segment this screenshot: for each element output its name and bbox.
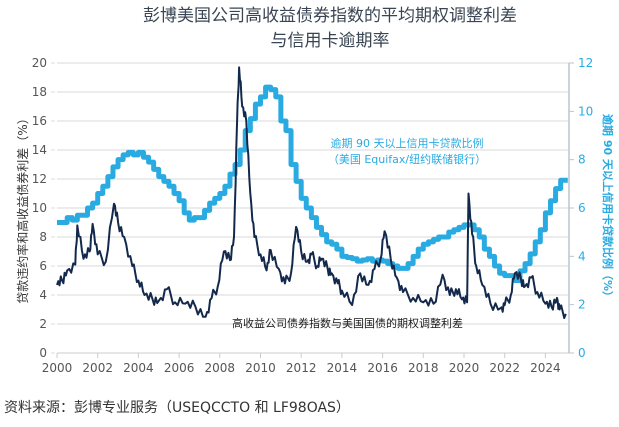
y-tick-label-right: 10 bbox=[578, 104, 593, 118]
y-tick-label-left: 4 bbox=[39, 288, 47, 302]
y-tick-label-left: 14 bbox=[32, 143, 47, 157]
x-tick-label: 2012 bbox=[286, 361, 317, 375]
x-tick-label: 2014 bbox=[327, 361, 358, 375]
y-tick-label-left: 12 bbox=[32, 172, 47, 186]
credit-card-delinquency-line bbox=[57, 84, 569, 283]
y-tick-label-right: 6 bbox=[578, 201, 586, 215]
y-tick-label-left: 2 bbox=[39, 317, 47, 331]
y-axis-label-left: 贷款违约率和高收益债券利差（%） bbox=[15, 112, 30, 303]
chart-title-line1: 彭博美国公司高收益债券指数的平均期权调整利差 bbox=[143, 6, 517, 26]
x-tick-label: 2024 bbox=[530, 361, 561, 375]
y-tick-label-left: 20 bbox=[32, 56, 47, 70]
y-tick-label-right: 8 bbox=[578, 153, 586, 167]
y-tick-label-left: 0 bbox=[39, 346, 47, 360]
x-tick-label: 2022 bbox=[489, 361, 520, 375]
x-tick-label: 2008 bbox=[205, 361, 236, 375]
x-tick-label: 2010 bbox=[245, 361, 276, 375]
series-lines bbox=[56, 66, 569, 319]
x-tick-label: 2018 bbox=[408, 361, 439, 375]
hy-oas-spread-line bbox=[56, 66, 567, 319]
y-tick-label-left: 8 bbox=[39, 230, 47, 244]
x-tick-label: 2004 bbox=[123, 361, 154, 375]
source-note: 资料来源：彭博专业服务（USEQCCTO 和 LF98OAS） bbox=[4, 399, 350, 416]
grid bbox=[57, 62, 569, 325]
y-tick-label-right: 0 bbox=[578, 346, 586, 360]
x-tick-label: 2000 bbox=[42, 361, 73, 375]
y-tick-label-left: 10 bbox=[32, 201, 47, 215]
series-label-hy-oas: 高收益公司债券指数与美国国债的期权调整利差 bbox=[232, 316, 463, 330]
x-tick-label: 2006 bbox=[164, 361, 195, 375]
y-tick-label-left: 16 bbox=[32, 114, 47, 128]
series-label-credit-card-line1: 逾期 90 天以上信用卡贷款比例 bbox=[331, 136, 484, 150]
chart-title-line2: 与信用卡逾期率 bbox=[271, 31, 390, 51]
y-tick-label-left: 6 bbox=[39, 259, 47, 273]
series-label-credit-card-line2: （美国 Equifax/纽约联储银行） bbox=[328, 152, 486, 166]
y-axis-label-right: 逾期 90 天以上信用卡贷款比例（%） bbox=[601, 114, 615, 302]
y-tick-label-left: 18 bbox=[32, 85, 47, 99]
y-tick-label-right: 2 bbox=[578, 298, 586, 312]
y-tick-label-right: 4 bbox=[578, 249, 586, 263]
x-tick-label: 2002 bbox=[82, 361, 113, 375]
y-tick-label-right: 12 bbox=[578, 56, 593, 70]
x-tick-label: 2016 bbox=[367, 361, 398, 375]
x-tick-label: 2020 bbox=[449, 361, 480, 375]
